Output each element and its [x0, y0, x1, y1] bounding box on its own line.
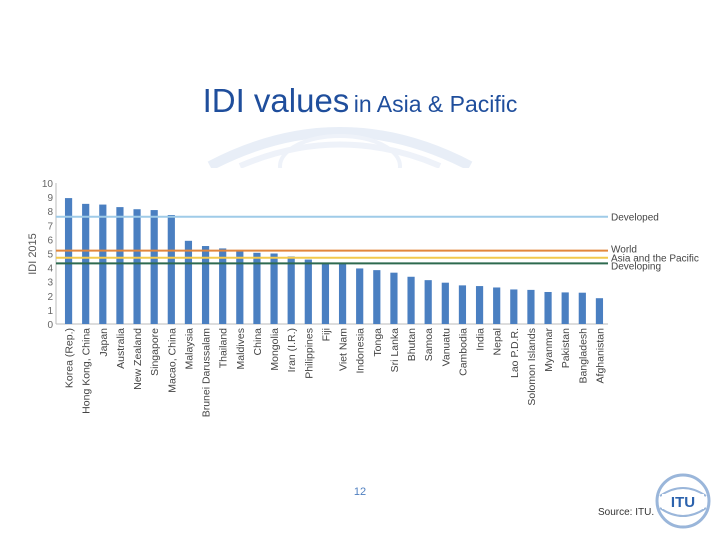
x-tick-label: Macao, China [166, 328, 178, 393]
bar [116, 207, 124, 324]
reference-line-label: Developing [611, 261, 661, 272]
x-tick-label: Bhutan [406, 328, 418, 361]
bar [424, 280, 432, 324]
source-note: Source: ITU. [598, 507, 655, 518]
bar [356, 268, 364, 324]
x-tick-label: New Zealand [132, 328, 144, 390]
y-tick-label: 3 [47, 278, 53, 289]
bar [441, 282, 449, 324]
x-tick-label: Mongolia [269, 328, 281, 371]
y-tick-label: 1 [47, 306, 53, 317]
x-tick-label: Thailand [218, 328, 230, 368]
x-tick-label: Afghanistan [594, 328, 606, 384]
x-tick-label: Samoa [423, 328, 435, 361]
y-tick-label: 6 [47, 235, 53, 246]
x-tick-label: Sri Lanka [389, 328, 401, 373]
bar [338, 263, 347, 324]
reference-line-label: World [611, 245, 637, 256]
y-tick-label: 7 [47, 221, 53, 232]
bar [236, 249, 244, 324]
y-tick-label: 9 [47, 193, 53, 204]
bar [167, 215, 175, 324]
x-tick-label: India [475, 328, 487, 351]
bar [595, 298, 604, 324]
y-tick-label: 5 [47, 250, 53, 261]
bar [133, 209, 141, 324]
x-tick-label: Malaysia [183, 328, 195, 370]
bar [219, 248, 227, 324]
x-tick-label: Vanuatu [440, 328, 452, 366]
page-number: 12 [353, 486, 367, 498]
bar [150, 210, 158, 324]
x-tick-label: Iran (I.R.) [286, 328, 298, 372]
x-tick-label: Lao P.D.R. [509, 328, 521, 378]
x-tick-label: Maldives [235, 328, 247, 369]
x-tick-label: Singapore [149, 328, 161, 376]
y-tick-label: 4 [47, 264, 53, 275]
title-rest: in Asia & Pacific [353, 91, 518, 117]
x-tick-label: Cambodia [457, 328, 469, 376]
bar [544, 291, 552, 324]
bar [407, 276, 415, 324]
bar [561, 292, 569, 324]
reference-line-label: Asia and the Pacific [611, 254, 699, 265]
bar [475, 286, 484, 324]
title-main: IDI values [202, 82, 350, 119]
bar [510, 289, 518, 324]
bar [390, 272, 398, 324]
bar [578, 292, 586, 324]
x-tick-label: Tonga [372, 328, 384, 357]
x-tick-label: Myanmar [543, 328, 555, 372]
x-tick-label: Solomon Islands [526, 328, 538, 406]
x-tick-label: Nepal [492, 328, 504, 355]
y-tick-label: 10 [42, 179, 54, 190]
bar [64, 198, 73, 324]
bar [458, 285, 467, 324]
idi-bar-chart: IDI 2015 0 1 2 3 4 5 6 7 8 9 10 Developed WorldAsia… [27, 179, 699, 418]
x-tick-label: China [252, 328, 264, 356]
bar [304, 259, 312, 324]
x-tick-label: Philippines [303, 328, 315, 379]
x-tick-label: Australia [115, 328, 127, 369]
y-tick-label: 2 [47, 292, 53, 303]
x-tick-label: Japan [98, 328, 110, 357]
bar [527, 289, 535, 324]
x-tick-label: Viet Nam [338, 328, 350, 371]
bar [270, 253, 278, 324]
x-tick-label: Brunei Darussalam [201, 328, 213, 418]
y-axis-label: IDI 2015 [27, 233, 39, 275]
y-tick-label: 8 [47, 207, 53, 218]
slide-title: IDI values in Asia & Pacific [0, 82, 720, 120]
reference-line-label: Developed [611, 213, 659, 224]
x-tick-label: Bangladesh [577, 328, 589, 384]
x-tick-label: Korea (Rep.) [64, 328, 76, 388]
bar [184, 240, 193, 324]
x-tick-label: Indonesia [355, 328, 367, 374]
itu-logo-icon: ITU [655, 473, 711, 529]
x-tick-label: Hong Kong, China [81, 328, 93, 414]
y-tick-label: 0 [47, 320, 53, 331]
bar [373, 270, 381, 324]
bar [493, 287, 501, 324]
x-tick-label: Pakistan [560, 328, 572, 368]
itu-logo-text: ITU [671, 494, 695, 511]
bar [253, 252, 261, 324]
globe-watermark-icon [207, 127, 473, 168]
bar [321, 262, 330, 324]
x-tick-label: Fiji [320, 328, 332, 341]
bar [201, 246, 210, 324]
bar [287, 256, 295, 324]
